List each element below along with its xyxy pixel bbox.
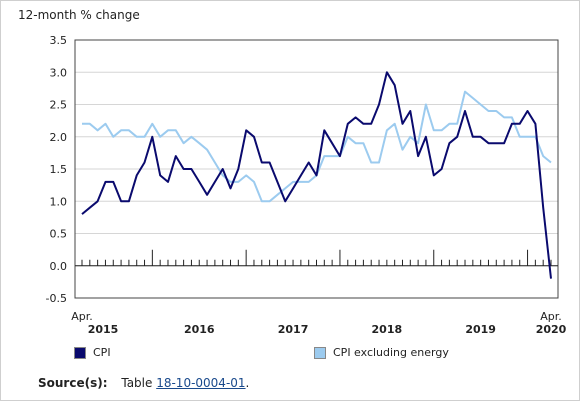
x-year-label: 2016: [184, 323, 215, 336]
x-year-label: 2019: [465, 323, 496, 336]
x-end-month-label: Apr.: [540, 310, 562, 323]
source-suffix: .: [245, 376, 250, 390]
y-tick-label: 0.5: [50, 228, 68, 241]
legend-item-cpi: CPI: [74, 346, 111, 359]
x-year-label: 2020: [536, 323, 567, 336]
legend-label-cpi-excluding-energy: CPI excluding energy: [333, 346, 449, 359]
source-table-link[interactable]: 18-10-0004-01: [156, 376, 246, 390]
source-label: Source(s):: [38, 376, 108, 390]
legend-swatch-cpi-excluding-energy: [314, 346, 326, 359]
source-prefix: Table: [121, 376, 153, 390]
source-note: Source(s): Table 18-10-0004-01.: [38, 376, 249, 390]
y-axis-label: 12-month % change: [18, 8, 140, 22]
y-tick-label: 1.0: [50, 195, 68, 208]
x-start-month-label: Apr.: [71, 310, 93, 323]
grid-lines: [74, 39, 559, 299]
series-lines: [81, 71, 552, 279]
y-tick-label: 1.5: [50, 163, 68, 176]
x-year-label: 2018: [372, 323, 403, 336]
x-axis: Apr. Apr.2015 2016 2017 2018 2019 2020: [71, 249, 567, 336]
y-tick-label: 0.0: [50, 260, 68, 273]
y-tick-label: 2.5: [50, 99, 68, 112]
y-tick-label: 3.5: [50, 34, 68, 47]
legend-item-cpi-excluding-energy: CPI excluding energy: [314, 346, 449, 359]
series-line-cpi-excluding-energy: [82, 90, 552, 203]
x-year-label: 2017: [278, 323, 309, 336]
plot-area-border: [74, 39, 559, 299]
y-tick-label: 3.0: [50, 66, 68, 79]
x-year-label: 2015: [88, 323, 119, 336]
y-tick-label: 2.0: [50, 131, 68, 144]
legend-swatch-cpi: [74, 346, 86, 359]
legend-label-cpi: CPI: [93, 346, 111, 359]
y-tick-label: -0.5: [46, 292, 67, 305]
y-axis-ticks: 3.5 3.0 2.5 2.0 1.5 1.0 0.5 0.0 -0.5: [46, 34, 67, 305]
series-line-cpi: [81, 71, 552, 279]
